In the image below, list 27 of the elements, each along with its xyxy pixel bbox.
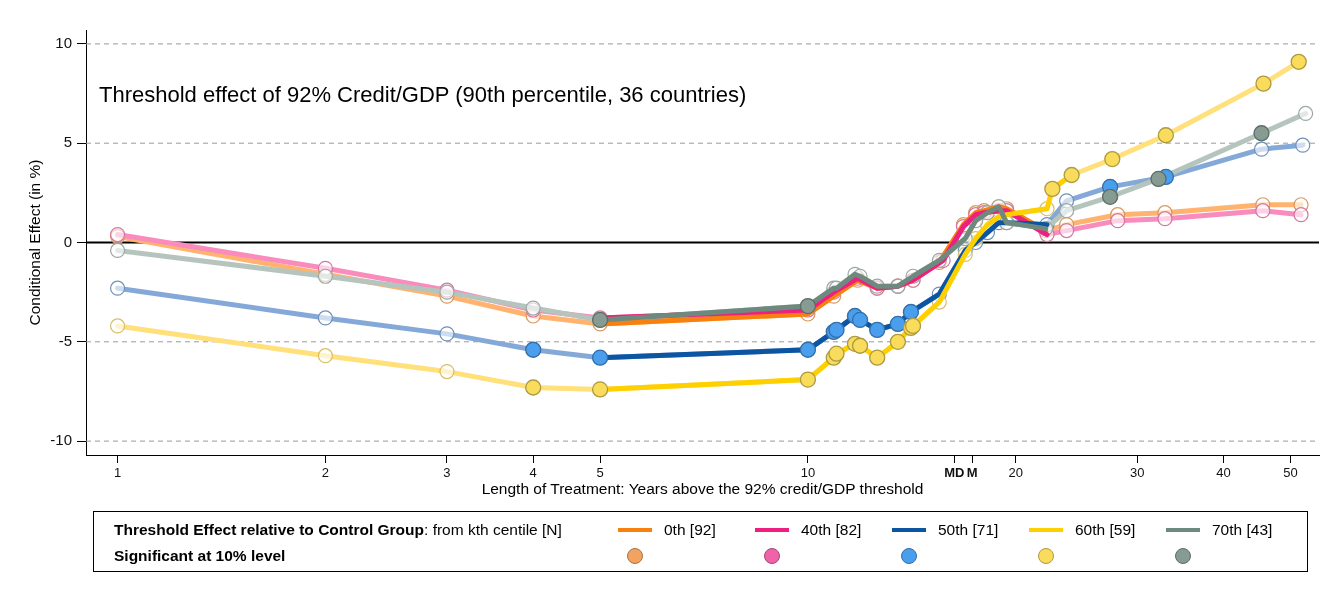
- x-tick-label: 1: [113, 465, 122, 481]
- text: Threshold effect of 92% Credit/GDP (90th percentile, 36 countries): [99, 82, 747, 108]
- x-tick-label: 30: [1130, 465, 1145, 481]
- legend-title: Threshold Effect relative to Control Group: from kth centile [N]: [114, 520, 562, 540]
- legend-label: 70th [43]: [1212, 521, 1273, 539]
- x-tick-label: MD: [944, 465, 965, 481]
- y-tick-label: 5: [63, 133, 72, 151]
- x-tick-label: 3: [443, 465, 451, 481]
- legend-label: 0th [92]: [664, 521, 716, 539]
- text: Significant at 10% level: [114, 546, 286, 566]
- y-tick-label: -10: [50, 431, 72, 449]
- x-tick-label: 2: [321, 465, 330, 481]
- legend-label: 50th [71]: [938, 521, 999, 539]
- legend-label: 60th [59]: [1075, 521, 1136, 539]
- y-axis-title: Conditional Effect (in %): [25, 159, 43, 326]
- legend-label: 40th [82]: [801, 521, 862, 539]
- y-tick-label: -5: [58, 331, 72, 349]
- x-tick-label: 5: [596, 465, 604, 481]
- x-tick-label: 10: [800, 465, 816, 481]
- x-axis-title: Length of Treatment: Years above the 92% credit/GDP threshold: [481, 479, 924, 497]
- y-tick-label: 0: [63, 232, 72, 250]
- y-tick-label: 10: [55, 34, 72, 52]
- x-tick-label: 40: [1216, 465, 1231, 481]
- x-tick-label: 50: [1283, 465, 1298, 481]
- x-tick-label: M: [966, 465, 978, 481]
- x-tick-label: 4: [529, 465, 537, 481]
- x-tick-label: 20: [1008, 465, 1023, 481]
